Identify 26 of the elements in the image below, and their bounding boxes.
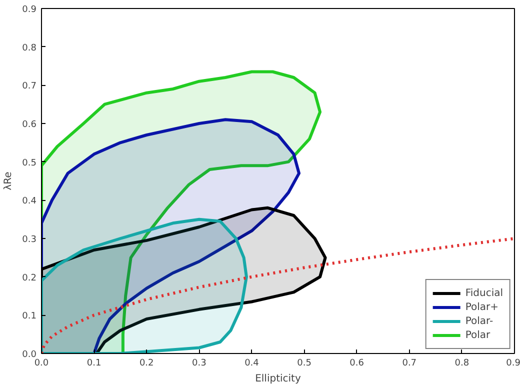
x-tick-label: 0.8 xyxy=(454,358,470,368)
y-tick-label: 0.0 xyxy=(22,350,37,360)
x-tick-label: 0.4 xyxy=(244,358,260,368)
legend-label: Polar xyxy=(465,328,490,342)
y-tick-label: 0.3 xyxy=(22,235,37,245)
y-tick-label: 0.2 xyxy=(22,273,37,284)
y-tick-label: 0.9 xyxy=(22,5,37,15)
x-tick-label: 0.1 xyxy=(86,358,102,368)
legend-label: Polar+ xyxy=(465,300,499,314)
y-tick-label: 0.8 xyxy=(22,43,37,54)
x-tick-label: 0.3 xyxy=(192,358,206,368)
x-tick-label: 0.6 xyxy=(350,358,364,368)
x-tick-label: 0.9 xyxy=(506,358,520,368)
y-tick-label: 0.5 xyxy=(22,158,37,168)
x-tick-label: 0.5 xyxy=(297,358,312,368)
y-tick-label: 0.7 xyxy=(22,82,37,92)
x-tick-label: 0.0 xyxy=(34,358,49,368)
x-tick-label: 0.2 xyxy=(139,358,154,368)
y-axis-title: λRe xyxy=(3,172,14,190)
y-tick-label: 0.6 xyxy=(22,120,37,130)
legend-label: Fiducial xyxy=(465,286,503,300)
legend-label: Polar- xyxy=(465,314,494,328)
y-tick-label: 0.4 xyxy=(22,196,37,207)
y-tick-label: 0.1 xyxy=(22,312,37,322)
x-axis-title: Ellipticity xyxy=(255,374,301,384)
x-tick-label: 0.7 xyxy=(402,358,417,368)
